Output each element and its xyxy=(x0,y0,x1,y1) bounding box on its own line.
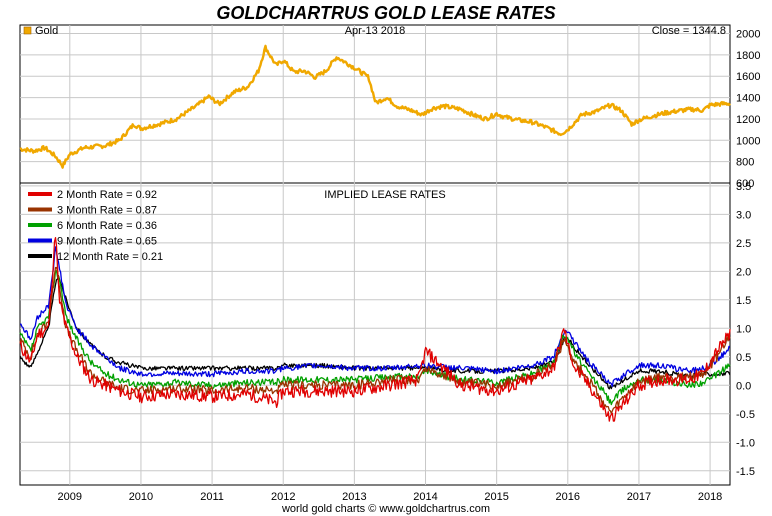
gold-y-tick-label: 2000 xyxy=(736,29,760,41)
x-tick-label: 2009 xyxy=(58,491,82,503)
legend-label: 9 Month Rate = 0.65 xyxy=(57,236,157,248)
x-tick-label: 2015 xyxy=(484,491,508,503)
lease-y-tick-label: 0.5 xyxy=(736,352,751,364)
x-tick-label: 2013 xyxy=(342,491,366,503)
legend-label: 12 Month Rate = 0.21 xyxy=(57,251,163,263)
rate-9-month-line xyxy=(19,246,731,388)
lease-y-tick-label: -1.5 xyxy=(736,466,755,478)
lease-y-tick-label: 1.5 xyxy=(736,295,751,307)
legend-label: 3 Month Rate = 0.87 xyxy=(57,205,157,217)
legend-label: 2 Month Rate = 0.92 xyxy=(57,189,157,201)
x-tick-label: 2017 xyxy=(627,491,651,503)
lease-y-tick-label: 0.0 xyxy=(736,380,751,392)
gold-y-tick-label: 1400 xyxy=(736,93,760,105)
rate-6-month-line xyxy=(19,270,731,406)
gold-panel-frame xyxy=(19,24,731,184)
x-tick-label: 2011 xyxy=(200,491,224,503)
gold-y-tick-label: 1600 xyxy=(736,71,760,83)
gold-price-line xyxy=(19,44,731,169)
gold-y-tick-label: 600 xyxy=(736,178,754,190)
lease-y-tick-label: -1.0 xyxy=(736,437,755,449)
lease-y-tick-label: 3.0 xyxy=(736,209,751,221)
footer-credit: world gold charts © www.goldchartrus.com xyxy=(281,503,490,515)
x-tick-label: 2014 xyxy=(413,491,437,503)
lease-rate-series xyxy=(19,236,731,422)
gold-y-axis-labels: 600 800 1000 1200 1400 1600 1800 2000 xyxy=(736,29,760,190)
x-axis-labels: 2009 2010 2011 2012 2013 2014 2015 2016 2017 2018 xyxy=(58,491,723,503)
lease-panel-grid xyxy=(20,183,730,485)
gold-y-tick-label: 1800 xyxy=(736,50,760,62)
gold-legend-swatch xyxy=(23,26,32,35)
lease-y-tick-label: 3.5 xyxy=(736,181,751,193)
x-tick-label: 2010 xyxy=(129,491,153,503)
x-tick-label: 2018 xyxy=(698,491,722,503)
gold-series xyxy=(19,44,731,169)
rate-2-month-line xyxy=(19,236,731,422)
gold-legend-label: Gold xyxy=(35,25,58,37)
lease-y-tick-label: 1.0 xyxy=(736,323,751,335)
gold-y-tick-label: 800 xyxy=(736,157,754,169)
lease-legend: 2 Month Rate = 0.92 3 Month Rate = 0.87 6 … xyxy=(28,189,163,263)
chart-title: GOLDCHARTRUS GOLD LEASE RATES xyxy=(216,3,555,23)
lease-y-tick-label: 2.0 xyxy=(736,266,751,278)
rate-12-month-line xyxy=(19,275,731,390)
gold-panel-grid xyxy=(20,25,730,183)
gold-close-label: Close = 1344.8 xyxy=(652,25,726,37)
lease-y-axis-labels: -1.5 -1.0 -0.5 0.0 0.5 1.0 1.5 2.0 2.5 3.0 3.5 xyxy=(736,181,755,478)
gold-y-tick-label: 1000 xyxy=(736,135,760,147)
date-label: Apr-13 2018 xyxy=(345,25,406,37)
legend-label: 6 Month Rate = 0.36 xyxy=(57,220,157,232)
lease-y-tick-label: 2.5 xyxy=(736,238,751,250)
x-tick-label: 2016 xyxy=(556,491,580,503)
lease-y-tick-label: -0.5 xyxy=(736,409,755,421)
x-tick-label: 2012 xyxy=(271,491,295,503)
gold-y-tick-label: 1200 xyxy=(736,114,760,126)
lease-panel-title: IMPLIED LEASE RATES xyxy=(324,189,445,201)
